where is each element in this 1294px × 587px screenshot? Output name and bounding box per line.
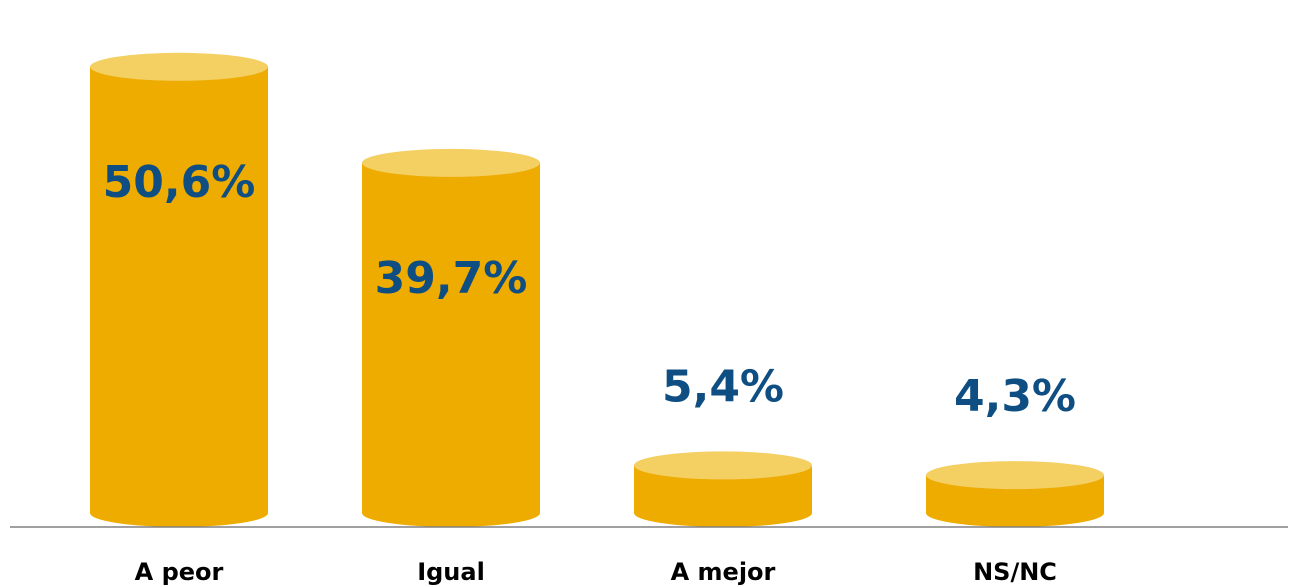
- bar-top: [362, 149, 540, 177]
- bar-a-mejor: [634, 451, 812, 527]
- bar-a-peor: [90, 53, 268, 527]
- bar-igual: [362, 149, 540, 527]
- bar-top: [634, 451, 812, 479]
- bar-top: [926, 461, 1104, 489]
- value-label: 50,6%: [103, 157, 256, 208]
- bar-body: [90, 67, 268, 527]
- category-label: Igual: [417, 558, 485, 586]
- bar-body: [362, 163, 540, 527]
- bar-top: [90, 53, 268, 81]
- category-label: A mejor: [671, 558, 776, 586]
- value-label: 4,3%: [954, 371, 1076, 422]
- bar-ns-nc: [926, 461, 1104, 527]
- bars-group: [90, 53, 1104, 527]
- value-label: 39,7%: [375, 253, 528, 304]
- value-label: 5,4%: [662, 361, 784, 412]
- category-label: NS/NC: [973, 558, 1057, 586]
- category-label: A peor: [135, 558, 224, 586]
